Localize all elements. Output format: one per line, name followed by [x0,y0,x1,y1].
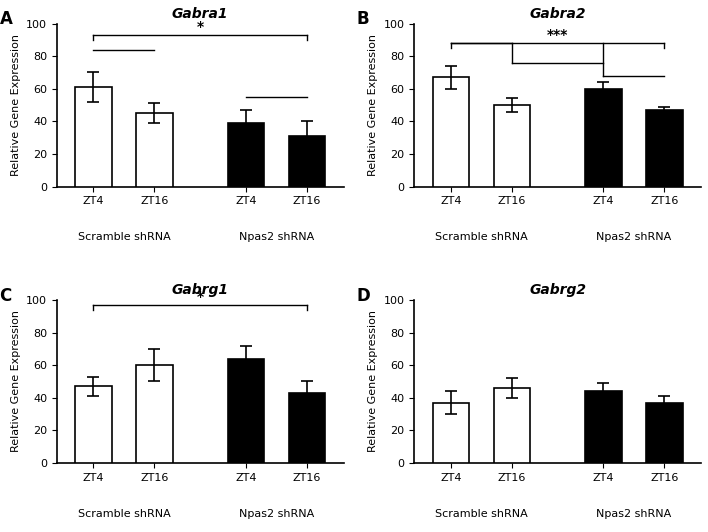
Text: Scramble shRNA: Scramble shRNA [78,232,171,242]
Text: Scramble shRNA: Scramble shRNA [78,509,171,519]
Title: Gabrg1: Gabrg1 [172,284,229,297]
Text: Npas2 shRNA: Npas2 shRNA [596,232,672,242]
Text: Npas2 shRNA: Npas2 shRNA [239,509,314,519]
Bar [75,87,112,187]
Text: Npas2 shRNA: Npas2 shRNA [239,232,314,242]
Text: ***: *** [547,28,569,42]
Text: C: C [0,287,12,305]
Bar [585,89,622,187]
Y-axis label: Relative Gene Expression: Relative Gene Expression [368,34,378,176]
Text: B: B [357,11,370,28]
Bar [228,359,264,463]
Bar [75,386,112,463]
Bar [289,393,325,463]
Y-axis label: Relative Gene Expression: Relative Gene Expression [368,310,378,452]
Bar [433,77,469,187]
Text: Scramble shRNA: Scramble shRNA [435,509,527,519]
Bar [493,105,530,187]
Text: Npas2 shRNA: Npas2 shRNA [596,509,672,519]
Bar [493,388,530,463]
Bar [646,110,683,187]
Text: *: * [197,290,204,304]
Title: Gabrg2: Gabrg2 [529,284,586,297]
Bar [433,403,469,463]
Y-axis label: Relative Gene Expression: Relative Gene Expression [11,310,21,452]
Text: Scramble shRNA: Scramble shRNA [435,232,527,242]
Bar [646,403,683,463]
Text: D: D [357,287,371,305]
Bar [289,136,325,187]
Bar [136,365,173,463]
Text: *: * [197,20,204,34]
Bar [585,391,622,463]
Text: A: A [0,11,12,28]
Bar [136,113,173,187]
Title: Gabra1: Gabra1 [172,7,229,21]
Bar [228,123,264,187]
Title: Gabra2: Gabra2 [530,7,586,21]
Y-axis label: Relative Gene Expression: Relative Gene Expression [11,34,21,176]
